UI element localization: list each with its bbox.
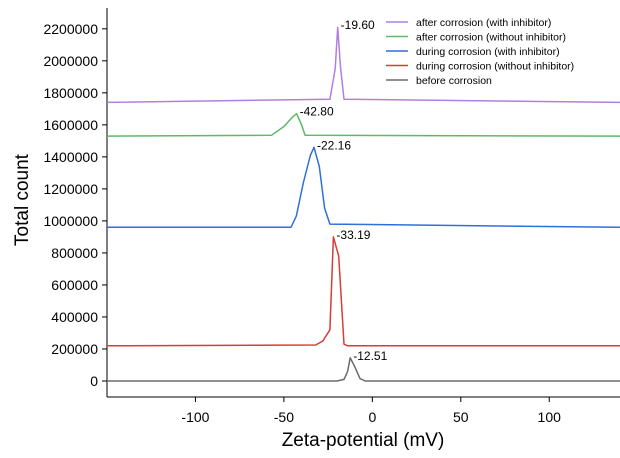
- y-tick-label: 200000: [51, 341, 98, 357]
- y-axis-label: Total count: [12, 153, 33, 246]
- x-tick-label: 100: [538, 409, 562, 425]
- legend: after corrosion (with inhibitor) after co…: [386, 17, 574, 87]
- y-tick-label: 1800000: [43, 85, 98, 101]
- y-tick-label: 2200000: [43, 21, 98, 37]
- series-line: [106, 26, 620, 104]
- peak-labels: -19.60 -42.80 -22.16 -33.19 -12.51: [300, 18, 388, 363]
- y-tick-label: 2000000: [43, 53, 98, 69]
- y-axis-ticks: 0 200000 400000 600000 800000 1000000 1200000 1…: [43, 21, 107, 389]
- plot-frame: [106, 8, 620, 398]
- peak-label: -19.60: [341, 18, 375, 32]
- y-tick-label: 1600000: [43, 117, 98, 133]
- y-tick-label: 400000: [51, 309, 98, 325]
- series-line: [106, 112, 620, 137]
- series-line: [106, 236, 620, 347]
- legend-label: after corrosion (with inhibitor): [416, 17, 551, 29]
- peak-label: -22.16: [317, 138, 351, 152]
- legend-label: during corrosion (without inhibitor): [416, 61, 574, 73]
- legend-label: after corrosion (without inhibitor): [416, 32, 566, 44]
- series-line: [107, 357, 620, 382]
- y-tick-label: 1400000: [43, 149, 98, 165]
- x-tick-label: 0: [368, 409, 376, 425]
- peak-label: -42.80: [300, 105, 334, 119]
- series-lines: [106, 26, 620, 382]
- x-tick-label: 50: [453, 409, 469, 425]
- y-tick-label: 1200000: [43, 181, 98, 197]
- legend-label: before corrosion: [416, 75, 492, 87]
- peak-label: -33.19: [336, 228, 370, 242]
- x-tick-label: -100: [181, 409, 209, 425]
- peak-label: -12.51: [353, 349, 387, 363]
- y-tick-label: 600000: [51, 277, 98, 293]
- legend-label: during corrosion (with inhibitor): [416, 46, 560, 58]
- y-tick-label: 0: [90, 373, 98, 389]
- x-tick-label: -50: [274, 409, 294, 425]
- y-tick-label: 800000: [51, 245, 98, 261]
- x-axis-ticks: -100 -50 0 50 100: [181, 397, 561, 425]
- x-axis-label: Zeta-potential (mV): [282, 430, 445, 451]
- y-tick-label: 1000000: [43, 213, 98, 229]
- series-line: [107, 146, 620, 229]
